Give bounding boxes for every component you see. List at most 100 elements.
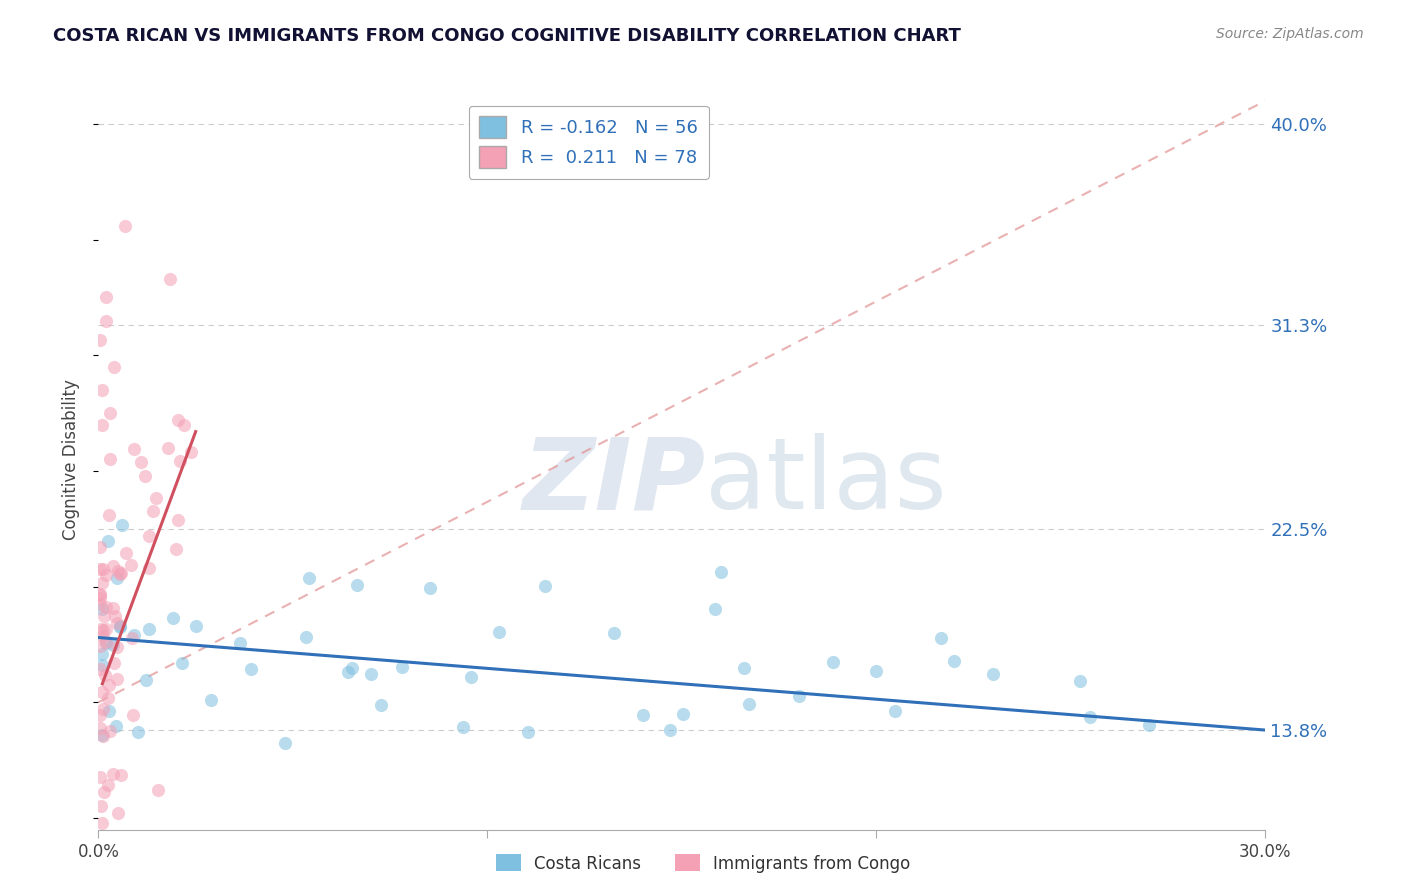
- Point: [97, 690, 120, 705]
- Point: [787, 689, 810, 703]
- Text: ZIP: ZIP: [522, 434, 706, 530]
- Point: [127, 725, 149, 739]
- Legend: Costa Ricans, Immigrants from Congo: Costa Ricans, Immigrants from Congo: [489, 847, 917, 880]
- Point: [129, 454, 152, 468]
- Point: [105, 616, 128, 631]
- Point: [115, 546, 138, 560]
- Point: [89, 770, 111, 784]
- Point: [1080, 710, 1102, 724]
- Point: [89, 640, 111, 654]
- Point: [229, 636, 252, 650]
- Point: [167, 513, 190, 527]
- Point: [91, 815, 114, 830]
- Point: [121, 631, 143, 645]
- Point: [98, 406, 121, 420]
- Text: Source: ZipAtlas.com: Source: ZipAtlas.com: [1216, 27, 1364, 41]
- Point: [170, 656, 193, 670]
- Point: [1137, 717, 1160, 731]
- Point: [94, 622, 117, 636]
- Point: [97, 533, 120, 548]
- Point: [295, 630, 318, 644]
- Point: [98, 705, 121, 719]
- Point: [517, 725, 540, 739]
- Point: [710, 565, 733, 579]
- Point: [298, 571, 321, 585]
- Point: [98, 678, 121, 692]
- Point: [89, 587, 111, 601]
- Point: [98, 452, 121, 467]
- Point: [111, 518, 134, 533]
- Point: [122, 628, 145, 642]
- Point: [929, 632, 952, 646]
- Point: [91, 623, 114, 637]
- Point: [659, 723, 682, 737]
- Point: [981, 667, 1004, 681]
- Point: [104, 608, 127, 623]
- Text: COSTA RICAN VS IMMIGRANTS FROM CONGO COGNITIVE DISABILITY CORRELATION CHART: COSTA RICAN VS IMMIGRANTS FROM CONGO COG…: [53, 27, 962, 45]
- Point: [110, 566, 132, 581]
- Point: [91, 383, 114, 397]
- Point: [534, 579, 557, 593]
- Point: [91, 417, 114, 432]
- Point: [391, 659, 413, 673]
- Point: [93, 730, 115, 744]
- Y-axis label: Cognitive Disability: Cognitive Disability: [62, 379, 80, 540]
- Point: [107, 564, 129, 578]
- Point: [167, 413, 190, 427]
- Point: [91, 629, 114, 643]
- Point: [89, 562, 111, 576]
- Point: [103, 359, 125, 374]
- Point: [89, 333, 111, 347]
- Point: [98, 508, 121, 522]
- Point: [122, 708, 145, 723]
- Point: [91, 602, 114, 616]
- Point: [103, 639, 125, 653]
- Point: [148, 783, 170, 797]
- Point: [346, 578, 368, 592]
- Point: [631, 708, 654, 723]
- Point: [602, 625, 624, 640]
- Point: [103, 600, 125, 615]
- Point: [91, 657, 114, 672]
- Point: [90, 685, 112, 699]
- Point: [122, 442, 145, 456]
- Point: [142, 503, 165, 517]
- Point: [738, 698, 761, 712]
- Point: [943, 654, 966, 668]
- Point: [419, 581, 441, 595]
- Point: [157, 441, 180, 455]
- Point: [703, 601, 725, 615]
- Point: [105, 640, 128, 654]
- Point: [105, 673, 128, 687]
- Point: [1069, 674, 1091, 689]
- Point: [94, 667, 117, 681]
- Point: [101, 766, 124, 780]
- Point: [336, 665, 359, 679]
- Point: [159, 271, 181, 285]
- Point: [96, 634, 118, 648]
- Point: [91, 647, 114, 661]
- Point: [135, 673, 157, 687]
- Point: [108, 620, 131, 634]
- Point: [89, 540, 111, 554]
- Point: [105, 571, 128, 585]
- Point: [184, 619, 207, 633]
- Point: [120, 558, 142, 572]
- Point: [94, 599, 117, 614]
- Point: [138, 622, 160, 636]
- Point: [451, 719, 474, 733]
- Point: [165, 542, 187, 557]
- Point: [180, 444, 202, 458]
- Point: [672, 706, 695, 721]
- Point: [96, 313, 118, 327]
- Point: [91, 562, 114, 576]
- Point: [91, 702, 114, 716]
- Point: [103, 558, 125, 573]
- Point: [93, 784, 115, 798]
- Point: [239, 662, 262, 676]
- Point: [200, 693, 222, 707]
- Point: [105, 719, 128, 733]
- Point: [884, 704, 907, 718]
- Point: [488, 624, 510, 639]
- Point: [90, 622, 112, 636]
